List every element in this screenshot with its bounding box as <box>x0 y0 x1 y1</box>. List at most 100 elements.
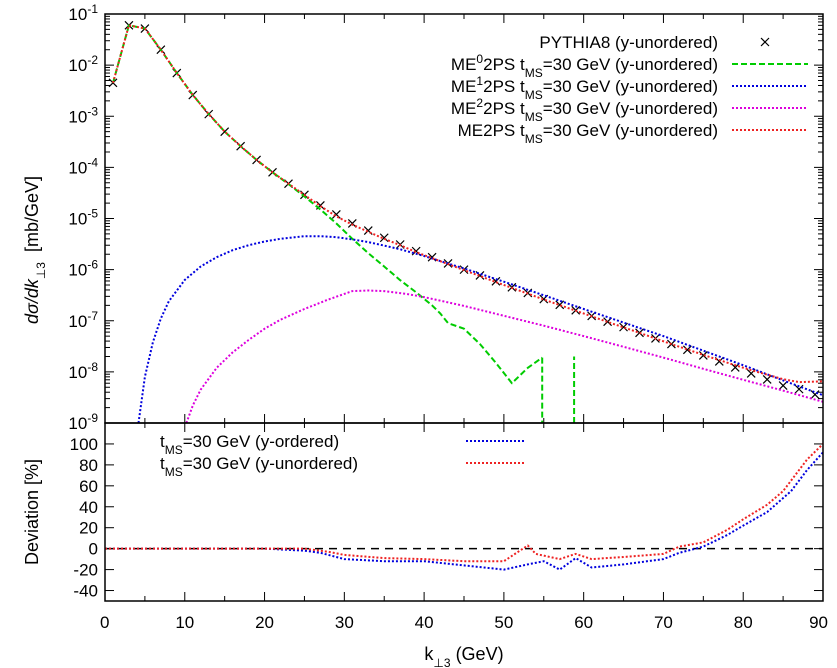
label-part: ⊥3 <box>34 262 48 279</box>
y-tick-label: 20 <box>79 519 98 538</box>
y-tick-label: 10-6 <box>68 258 98 280</box>
label-part: -5 <box>87 207 98 221</box>
label-part: -2 <box>87 53 98 67</box>
x-axis-label: k⊥3 (GeV) <box>424 644 503 668</box>
label-part: 1 <box>476 74 483 88</box>
x-tick-label: 10 <box>175 613 194 632</box>
label-part: 10 <box>68 5 87 24</box>
label-part: ME <box>451 77 477 96</box>
data-point-marker <box>730 363 740 372</box>
label-part: MS <box>525 88 543 102</box>
label-part: =30 GeV (y-ordered) <box>183 432 339 451</box>
bottom-legend: tMS=30 GeV (y-ordered)tMS=30 GeV (y-unor… <box>160 432 526 479</box>
data-point-marker <box>698 350 708 360</box>
y-tick-label: 10-9 <box>68 411 98 433</box>
label-part: ⊥3 <box>433 656 450 668</box>
label-part: dσ/dk <box>22 278 42 324</box>
label-part: MS <box>525 66 543 80</box>
bottom-panel-series <box>105 443 824 571</box>
series-5-line <box>112 24 823 384</box>
label-part: 2PS t <box>483 77 525 96</box>
y-tick-label: 60 <box>79 477 98 496</box>
x-tick-label: 70 <box>654 613 673 632</box>
deviation-series-2-line <box>105 443 824 563</box>
y-tick-label: 0 <box>89 540 98 559</box>
top-y-axis-label: dσ/dk⊥3 [mb/GeV] <box>22 176 48 324</box>
y-tick-label: 10-7 <box>68 309 98 331</box>
bottom-panel-ticks: -40 -20 0 20 40 60 80 100 0 10 20 30 40 50 60 70 80 90 <box>70 423 828 632</box>
data-point-marker <box>682 345 692 355</box>
label-part: ME <box>451 99 477 118</box>
y-tick-label: 10-5 <box>68 207 98 229</box>
label-part: MS <box>165 465 183 479</box>
label-part: 10 <box>68 312 87 331</box>
label-part: -4 <box>87 155 98 169</box>
label-part: -8 <box>87 360 98 374</box>
legend-label: ME12PS tMS=30 GeV (y-unordered) <box>451 74 718 102</box>
label-part: MS <box>525 132 543 146</box>
label-part: PYTHIA8 (y-unordered) <box>539 33 718 52</box>
label-part: t <box>160 432 165 451</box>
x-tick-label: 40 <box>415 613 434 632</box>
x-tick-label: 50 <box>494 613 513 632</box>
label-part: =30 GeV (y-unordered) <box>543 77 718 96</box>
label-part: (GeV) <box>451 644 504 664</box>
legend-label: ME2PS tMS=30 GeV (y-unordered) <box>458 121 718 146</box>
top-panel-series <box>108 20 823 423</box>
data-point-marker <box>778 381 788 390</box>
label-part: 10 <box>68 414 87 433</box>
label-part: 2 <box>476 96 483 110</box>
label-part: 10 <box>68 56 87 75</box>
y-tick-label: 10-2 <box>68 53 98 75</box>
x-tick-label: 0 <box>100 613 109 632</box>
series-3-line <box>137 235 823 423</box>
top-legend: PYTHIA8 (y-unordered)ME02PS tMS=30 GeV (… <box>451 33 808 146</box>
y-tick-label: 40 <box>79 498 98 517</box>
label-part: ME2PS t <box>458 121 525 140</box>
label-part: ME <box>451 55 477 74</box>
label-part: 0 <box>476 52 483 66</box>
series-4-line <box>185 289 823 423</box>
label-part: 2PS t <box>483 99 525 118</box>
legend-label: PYTHIA8 (y-unordered) <box>539 33 718 52</box>
label-part: 10 <box>68 363 87 382</box>
label-part: -6 <box>87 258 98 272</box>
x-tick-label: 20 <box>255 613 274 632</box>
label-part: =30 GeV (y-unordered) <box>543 121 718 140</box>
y-tick-label: 10-3 <box>68 104 98 126</box>
label-part: -3 <box>87 104 98 118</box>
bottom-y-axis-label: Deviation [%] <box>22 459 42 565</box>
legend-label: tMS=30 GeV (y-ordered) <box>160 432 339 457</box>
legend-label: tMS=30 GeV (y-unordered) <box>160 454 358 479</box>
data-point-marker <box>762 375 772 384</box>
label-part: 10 <box>68 158 87 177</box>
top-series-group <box>108 20 823 423</box>
label-part: 2PS t <box>483 55 525 74</box>
y-tick-label: -40 <box>73 582 98 601</box>
data-point-marker <box>810 390 820 399</box>
y-tick-label: 10-4 <box>68 155 98 177</box>
y-tick-label: -20 <box>73 561 98 580</box>
deviation-series-1-line <box>105 451 824 571</box>
label-part: 10 <box>68 107 87 126</box>
label-part: 10 <box>68 210 87 229</box>
data-point-marker <box>555 300 565 310</box>
label-part: k <box>424 644 434 664</box>
y-tick-label: 80 <box>79 456 98 475</box>
bottom-panel-frame <box>104 422 824 602</box>
x-tick-label: 30 <box>335 613 354 632</box>
label-part: -7 <box>87 309 98 323</box>
label-part: -1 <box>87 2 98 16</box>
label-part: [mb/GeV] <box>22 176 42 252</box>
label-part: =30 GeV (y-unordered) <box>543 99 718 118</box>
label-part: =30 GeV (y-unordered) <box>183 454 358 473</box>
x-tick-label: 90 <box>809 613 828 632</box>
y-tick-label: 10-1 <box>68 2 98 24</box>
label-part: MS <box>165 443 183 457</box>
axis-labels: dσ/dk⊥3[mb/GeV]Deviation [%]k⊥3 (GeV) <box>22 176 504 668</box>
data-point-marker <box>619 322 628 332</box>
legend-label: ME22PS tMS=30 GeV (y-unordered) <box>451 96 718 124</box>
y-tick-label: 100 <box>70 435 98 454</box>
label-part: MS <box>525 110 543 124</box>
